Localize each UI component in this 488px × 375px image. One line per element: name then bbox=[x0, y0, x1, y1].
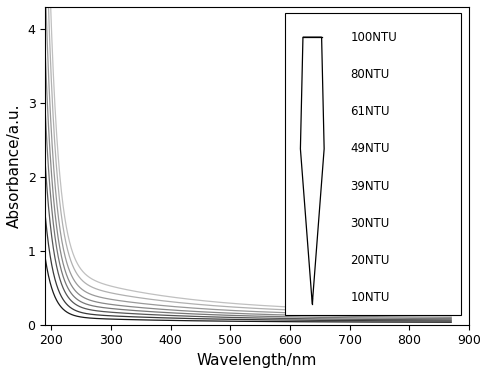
Polygon shape bbox=[301, 37, 324, 304]
Text: 30NTU: 30NTU bbox=[350, 217, 390, 230]
X-axis label: Wavelength/nm: Wavelength/nm bbox=[197, 353, 317, 368]
Text: 49NTU: 49NTU bbox=[350, 142, 390, 155]
Text: 61NTU: 61NTU bbox=[350, 105, 390, 118]
Y-axis label: Absorbance/a.u.: Absorbance/a.u. bbox=[7, 104, 22, 228]
Text: 100NTU: 100NTU bbox=[350, 31, 397, 44]
Text: 10NTU: 10NTU bbox=[350, 291, 390, 304]
Bar bbox=[285, 13, 461, 315]
Text: 39NTU: 39NTU bbox=[350, 180, 390, 193]
Text: 20NTU: 20NTU bbox=[350, 254, 390, 267]
Text: 80NTU: 80NTU bbox=[350, 68, 390, 81]
